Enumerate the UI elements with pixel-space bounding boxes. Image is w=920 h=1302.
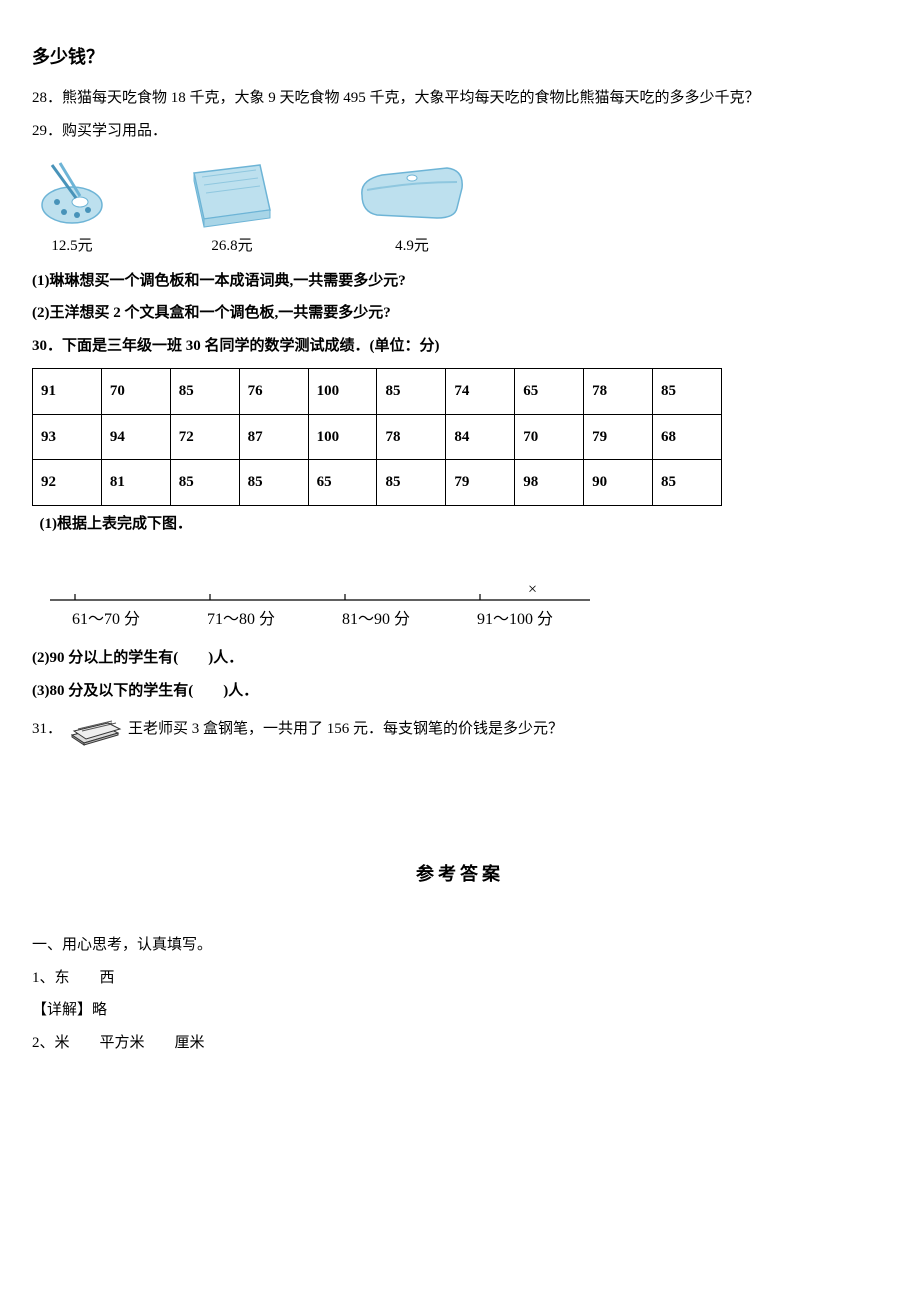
table-cell: 79 (584, 414, 653, 460)
penbox-icon (68, 711, 122, 747)
table-row: 92818585658579989085 (33, 460, 722, 506)
palette-price: 12.5元 (51, 232, 92, 261)
table-row: 917085761008574657885 (33, 369, 722, 415)
book-price: 26.8元 (211, 232, 252, 261)
table-cell: 91 (33, 369, 102, 415)
table-cell: 85 (170, 369, 239, 415)
table-cell: 65 (515, 369, 584, 415)
table-cell: 78 (584, 369, 653, 415)
table-cell: 100 (308, 414, 377, 460)
answers-title: 参考答案 (32, 857, 888, 891)
table-cell: 100 (308, 369, 377, 415)
table-cell: 94 (101, 414, 170, 460)
table-cell: 70 (101, 369, 170, 415)
table-cell: 93 (33, 414, 102, 460)
table-cell: 87 (239, 414, 308, 460)
svg-text:91～100 分: 91～100 分 (477, 610, 553, 628)
table-cell: 81 (101, 460, 170, 506)
case-price: 4.9元 (395, 232, 429, 261)
item-case: 4.9元 (352, 160, 472, 261)
answer-1: 1、东 西 (32, 964, 888, 993)
items-row: 12.5元 26.8元 4.9元 (32, 155, 888, 261)
table-cell: 72 (170, 414, 239, 460)
answer-2: 2、米 平方米 厘米 (32, 1029, 888, 1058)
table-cell: 92 (33, 460, 102, 506)
table-cell: 84 (446, 414, 515, 460)
question-29-2: (2)王洋想买 2 个文具盒和一个调色板,一共需要多少元? (32, 299, 888, 328)
table-cell: 65 (308, 460, 377, 506)
table-cell: 85 (653, 460, 722, 506)
svg-text:81～90 分: 81～90 分 (342, 610, 410, 628)
table-cell: 98 (515, 460, 584, 506)
question-30-intro: 30．下面是三年级一班 30 名同学的数学测试成绩．(单位：分) (32, 332, 888, 361)
question-30-2: (2)90 分以上的学生有( )人． (32, 644, 888, 673)
svg-text:61～70 分: 61～70 分 (72, 610, 140, 628)
question-30-3: (3)80 分及以下的学生有( )人． (32, 677, 888, 706)
question-29-1: (1)琳琳想买一个调色板和一本成语词典,一共需要多少元? (32, 267, 888, 296)
table-cell: 85 (377, 369, 446, 415)
question-31: 31． 王老师买 3 盒钢笔，一共用了 156 元．每支钢笔的价钱是多少元？ (32, 711, 888, 747)
table-cell: 90 (584, 460, 653, 506)
table-cell: 85 (170, 460, 239, 506)
item-book: 26.8元 (182, 155, 282, 261)
question-28: 28．熊猫每天吃食物 18 千克，大象 9 天吃食物 495 千克，大象平均每天… (32, 84, 888, 113)
book-icon (182, 155, 282, 230)
chart-axis: × 61～70 分 71～80 分 81～90 分 91～100 分 (40, 568, 888, 638)
table-row: 939472871007884707968 (33, 414, 722, 460)
table-cell: 85 (239, 460, 308, 506)
palette-icon (32, 160, 112, 230)
question-31-number: 31． (32, 715, 62, 744)
scores-table: 9170857610085746578859394728710078847079… (32, 368, 722, 506)
question-30-1: (1)根据上表完成下图． (32, 510, 888, 539)
table-cell: 78 (377, 414, 446, 460)
table-cell: 85 (377, 460, 446, 506)
answer-1-detail: 【详解】略 (32, 996, 888, 1025)
question-31-text: 王老师买 3 盒钢笔，一共用了 156 元．每支钢笔的价钱是多少元？ (128, 715, 563, 744)
page-heading: 多少钱？ (32, 40, 888, 74)
pencilcase-icon (352, 160, 472, 230)
svg-text:71～80 分: 71～80 分 (207, 610, 275, 628)
svg-text:×: × (528, 581, 537, 598)
table-cell: 76 (239, 369, 308, 415)
table-cell: 70 (515, 414, 584, 460)
item-palette: 12.5元 (32, 160, 112, 261)
table-cell: 85 (653, 369, 722, 415)
answer-section-heading: 一、用心思考，认真填写。 (32, 931, 888, 960)
question-29: 29．购买学习用品． (32, 117, 888, 146)
table-cell: 74 (446, 369, 515, 415)
table-cell: 68 (653, 414, 722, 460)
table-cell: 79 (446, 460, 515, 506)
